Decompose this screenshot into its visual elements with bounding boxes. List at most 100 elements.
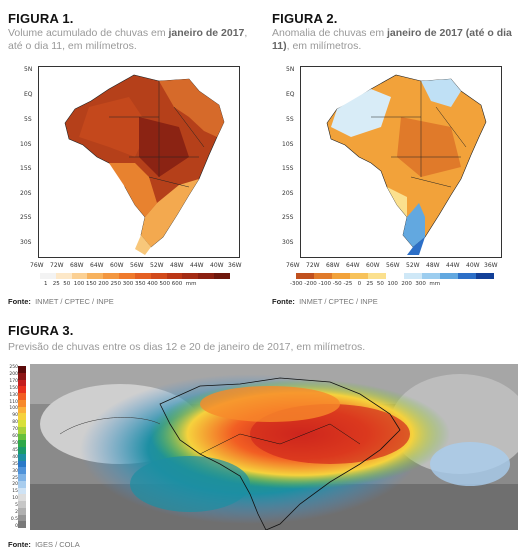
fig3-color-swatch bbox=[18, 494, 26, 501]
fig2-lat-30s: 30S bbox=[282, 239, 294, 246]
fig1-lat-5n: 5N bbox=[24, 66, 33, 73]
fig2-color-swatch bbox=[296, 273, 314, 279]
fig2-scale-label: 200 bbox=[401, 281, 412, 287]
fig3-scale-label: 35 bbox=[12, 461, 18, 467]
fig2-color-swatch bbox=[386, 273, 404, 279]
fig3-color-swatch bbox=[18, 420, 26, 427]
fig1-scale-label: 600 bbox=[171, 281, 183, 287]
fig2-lat-5n: 5N bbox=[286, 66, 295, 73]
fig3-color-swatch bbox=[18, 413, 26, 420]
fig3-color-swatch bbox=[18, 480, 26, 488]
fig1-color-swatch bbox=[103, 273, 120, 279]
fig3-scale-labels: 250 200 170 150 130 110 100 90 80 70 60 50 45 40 35 30 2… bbox=[4, 365, 18, 529]
fig2-source-text: INMET / CPTEC / INPE bbox=[299, 297, 378, 306]
fig1-lon-56w: 56W bbox=[130, 262, 144, 269]
fig2-color-swatch bbox=[314, 273, 332, 279]
fig1-source-text: INMET / CPTEC / INPE bbox=[35, 297, 114, 306]
fig3-scale-label: 25 bbox=[12, 475, 18, 481]
fig2-scale-label: -50 bbox=[332, 281, 342, 287]
fig1-scale-label: 500 bbox=[159, 281, 171, 287]
fig2-title: FIGURA 2. bbox=[272, 11, 338, 26]
fig1-scale-label: 1 bbox=[44, 281, 48, 287]
fig1-scale-label: 350 bbox=[135, 281, 146, 287]
fig3-title: FIGURA 3. bbox=[8, 323, 74, 338]
fig1-scale-label: 100 bbox=[73, 281, 85, 287]
fig1-lat-eq: EQ bbox=[24, 91, 33, 98]
fig2-lon-44w: 44W bbox=[446, 262, 460, 269]
fig2-scale-label: -300 bbox=[290, 281, 303, 287]
fig3-color-swatch bbox=[18, 521, 26, 528]
fig3-color-swatch bbox=[18, 474, 26, 481]
fig2-map bbox=[300, 66, 502, 258]
fig3-scale-label: 5 bbox=[15, 503, 18, 509]
fig3-subtitle: Previsão de chuvas entre os dias 12 e 20… bbox=[8, 341, 366, 353]
fig3-scale-label: 70 bbox=[12, 427, 18, 433]
fig2-lon-72w: 72W bbox=[306, 262, 320, 269]
fig1-lon-40w: 40W bbox=[210, 262, 224, 269]
fig1-map bbox=[38, 66, 240, 258]
fig1-scale-label: 400 bbox=[147, 281, 158, 287]
fig1-lon-60w: 60W bbox=[110, 262, 124, 269]
fig2-color-swatch bbox=[332, 273, 350, 279]
fig2-color-swatch bbox=[458, 273, 476, 279]
fig2-scale-label: 25 bbox=[366, 281, 374, 287]
fig1-lon-52w: 52W bbox=[150, 262, 164, 269]
fig3-color-swatch bbox=[18, 453, 26, 461]
fig2-lon-76w: 76W bbox=[286, 262, 300, 269]
fig2-color-swatch bbox=[440, 273, 458, 279]
fig1-lon-76w: 76W bbox=[30, 262, 44, 269]
fig1-scale-label: 200 bbox=[98, 281, 109, 287]
fig1-lon-48w: 48W bbox=[170, 262, 184, 269]
fig1-subtitle-bold: janeiro de 2017 bbox=[168, 27, 245, 39]
fig2-lat-25s: 25S bbox=[282, 214, 294, 221]
fig2-subtitle-text: Anomalia de chuvas em bbox=[272, 27, 387, 39]
fig2-lon-64w: 64W bbox=[346, 262, 360, 269]
fig2-scale-label: 300 bbox=[415, 281, 426, 287]
fig1-subtitle-text: Volume acumulado de chuvas em bbox=[8, 27, 169, 39]
fig2-lon-52w: 52W bbox=[406, 262, 420, 269]
fig2-scale-label: 50 bbox=[376, 281, 384, 287]
fig3-scale-label: 0.5 bbox=[10, 516, 18, 522]
fig2-subtitle: Anomalia de chuvas em janeiro de 2017 (a… bbox=[272, 27, 517, 53]
fig1-scale-label: 150 bbox=[86, 281, 97, 287]
fig3-color-swatch bbox=[18, 393, 26, 400]
fig3-color-swatch bbox=[18, 366, 26, 373]
fig3-color-swatch bbox=[18, 460, 26, 468]
fig3-map bbox=[30, 364, 518, 530]
fig2-color-swatch bbox=[422, 273, 440, 279]
fig2-color-swatch bbox=[476, 273, 494, 279]
fig1-subtitle: Volume acumulado de chuvas em janeiro de… bbox=[8, 27, 248, 53]
fig1-color-swatch bbox=[134, 273, 151, 279]
fig3-scale-label: 110 bbox=[9, 399, 18, 405]
fig3-color-swatch bbox=[18, 386, 26, 393]
fig1-scale-label: 300 bbox=[122, 281, 134, 287]
fig1-lat-30s: 30S bbox=[20, 239, 32, 246]
fig1-lon-64w: 64W bbox=[90, 262, 104, 269]
fig3-scale-label: 150 bbox=[9, 385, 18, 391]
fig2-colorbar bbox=[296, 273, 494, 279]
fig3-scale-label: 40 bbox=[12, 454, 18, 460]
fig1-lat-20s: 20S bbox=[20, 190, 32, 197]
fig3-scale-label: 170 bbox=[9, 378, 18, 384]
fig3-color-swatch bbox=[18, 372, 26, 380]
fig3-scale-label: 45 bbox=[12, 447, 18, 453]
fig3-scale-label: 30 bbox=[12, 468, 18, 474]
fig1-lon-68w: 68W bbox=[70, 262, 84, 269]
fig2-scale-label: -100 bbox=[318, 281, 331, 287]
fig3-scale-label: 15 bbox=[12, 489, 18, 495]
fig2-scale-label: 100 bbox=[387, 281, 398, 287]
fig3-color-swatch bbox=[18, 440, 26, 447]
fig3-source-label: Fonte: bbox=[8, 540, 31, 549]
fig1-colorbar bbox=[40, 273, 230, 279]
fig1-scale-label: 25 bbox=[52, 281, 60, 287]
fig2-source-label: Fonte: bbox=[272, 297, 295, 306]
fig3-color-swatch bbox=[18, 433, 26, 441]
fig1-source-label: Fonte: bbox=[8, 297, 31, 306]
fig2-lon-36w: 36W bbox=[484, 262, 498, 269]
fig2-color-swatch bbox=[350, 273, 368, 279]
fig3-color-swatch bbox=[18, 514, 26, 522]
fig2-lat-15s: 15S bbox=[282, 165, 294, 172]
fig1-lat-25s: 25S bbox=[20, 214, 32, 221]
fig2-lon-48w: 48W bbox=[426, 262, 440, 269]
fig1-subtitle-end: , até o dia 11, em milímetros. bbox=[8, 27, 248, 52]
